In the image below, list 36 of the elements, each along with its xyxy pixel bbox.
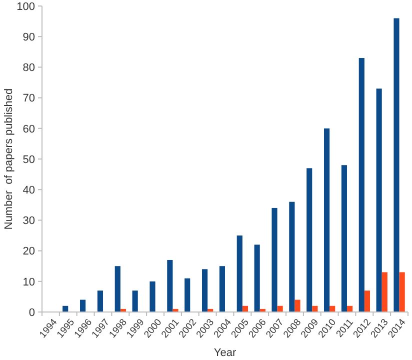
bar xyxy=(358,58,364,312)
bar xyxy=(324,128,330,312)
bar xyxy=(341,165,347,312)
y-tick-label: 60 xyxy=(22,123,35,136)
bar xyxy=(399,272,405,312)
bar xyxy=(132,290,138,312)
bar xyxy=(236,236,242,312)
bar xyxy=(114,266,120,312)
bar xyxy=(219,266,225,312)
bar xyxy=(294,300,300,312)
x-axis-title: Year xyxy=(214,347,236,359)
bar xyxy=(382,272,388,312)
bar xyxy=(364,290,370,312)
bar xyxy=(184,278,190,312)
bar xyxy=(272,208,278,312)
y-tick-label: 10 xyxy=(22,276,35,288)
y-tick-label: 80 xyxy=(22,62,35,74)
bar xyxy=(80,300,86,312)
y-tick-label: 20 xyxy=(22,246,35,258)
bar xyxy=(150,281,156,312)
y-tick-label: 30 xyxy=(22,215,35,228)
y-tick-label: 70 xyxy=(22,92,35,105)
y-tick-label: 50 xyxy=(22,154,35,166)
y-tick-label: 100 xyxy=(16,0,35,13)
y-tick-label: 40 xyxy=(22,184,35,196)
y-axis-title: Number of papers published xyxy=(3,88,15,230)
bar xyxy=(167,260,173,312)
bar xyxy=(376,88,382,312)
bar xyxy=(97,290,103,312)
bar xyxy=(202,269,208,312)
y-tick-label: 90 xyxy=(22,31,35,44)
bar xyxy=(394,18,400,312)
bar xyxy=(254,244,260,312)
bar xyxy=(289,202,295,312)
bar xyxy=(306,168,312,312)
y-tick-label: 0 xyxy=(28,306,35,319)
